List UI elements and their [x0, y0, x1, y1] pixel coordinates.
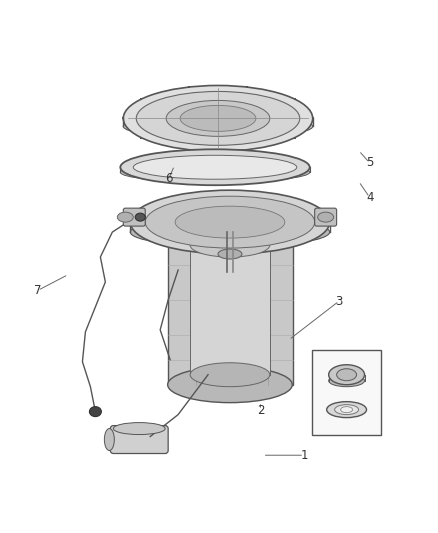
Ellipse shape	[318, 212, 334, 222]
Ellipse shape	[120, 162, 310, 182]
Ellipse shape	[166, 100, 270, 136]
Ellipse shape	[89, 407, 101, 417]
Ellipse shape	[120, 149, 310, 185]
Text: 6: 6	[165, 172, 173, 185]
Text: 2: 2	[257, 403, 264, 416]
Ellipse shape	[218, 249, 242, 259]
Ellipse shape	[136, 92, 300, 146]
Ellipse shape	[113, 423, 165, 434]
Ellipse shape	[327, 402, 367, 417]
Ellipse shape	[124, 85, 313, 151]
Bar	[190, 245, 270, 375]
Ellipse shape	[117, 212, 133, 222]
Text: 5: 5	[366, 156, 373, 169]
Text: 4: 4	[366, 191, 373, 204]
Ellipse shape	[337, 369, 357, 381]
Ellipse shape	[180, 106, 256, 131]
Ellipse shape	[175, 206, 285, 238]
Ellipse shape	[335, 405, 359, 415]
FancyBboxPatch shape	[124, 208, 145, 226]
Bar	[312, 350, 381, 434]
Ellipse shape	[190, 233, 270, 257]
Ellipse shape	[328, 375, 364, 386]
Ellipse shape	[130, 190, 330, 254]
FancyBboxPatch shape	[110, 425, 168, 454]
Ellipse shape	[104, 429, 114, 450]
Text: 7: 7	[34, 284, 42, 297]
Ellipse shape	[133, 155, 297, 179]
Bar	[168, 230, 293, 385]
Ellipse shape	[328, 365, 364, 385]
Ellipse shape	[190, 363, 270, 386]
Text: 1: 1	[300, 449, 308, 462]
Ellipse shape	[341, 407, 353, 413]
Ellipse shape	[130, 217, 330, 247]
Ellipse shape	[124, 115, 313, 139]
Ellipse shape	[168, 367, 292, 402]
FancyBboxPatch shape	[314, 208, 337, 226]
Ellipse shape	[145, 196, 314, 248]
Ellipse shape	[135, 213, 145, 221]
Text: 3: 3	[336, 295, 343, 308]
